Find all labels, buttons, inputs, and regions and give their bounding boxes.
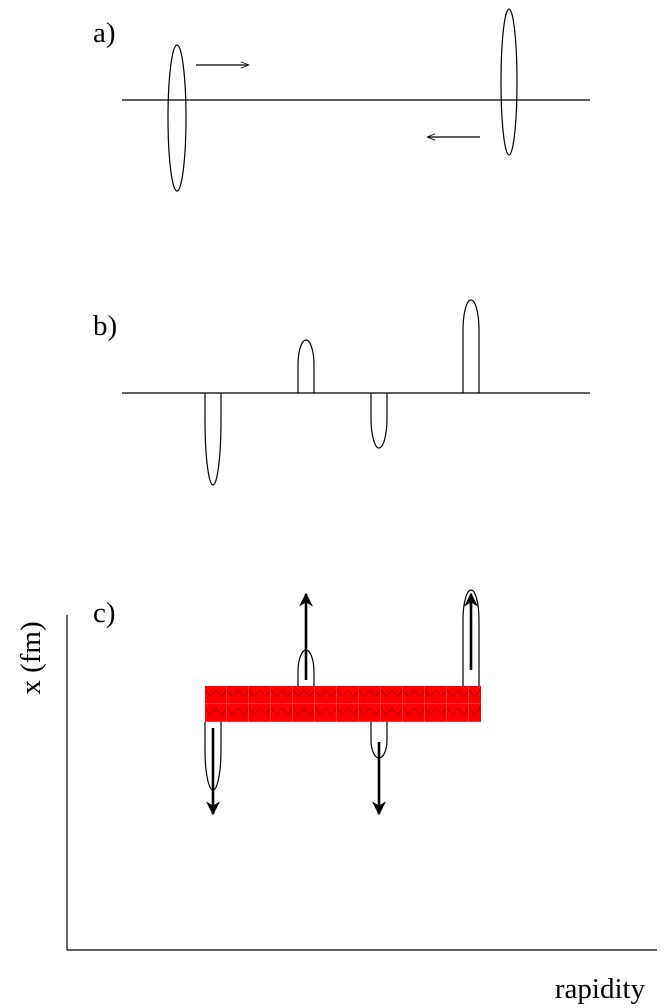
fragment: [370, 393, 388, 449]
fragment: [462, 299, 480, 393]
fragment: [297, 339, 315, 393]
panel-label: a): [93, 17, 116, 49]
panel-label: b): [93, 310, 117, 342]
nucleus: [167, 44, 187, 192]
fragment: [462, 589, 480, 686]
fragment: [204, 393, 222, 486]
nucleus: [500, 8, 518, 156]
color-field: [205, 686, 481, 722]
panel-label: c): [93, 597, 116, 629]
y-axis-label: x (fm): [15, 621, 47, 694]
x-axis-label: rapidity: [555, 973, 646, 1005]
